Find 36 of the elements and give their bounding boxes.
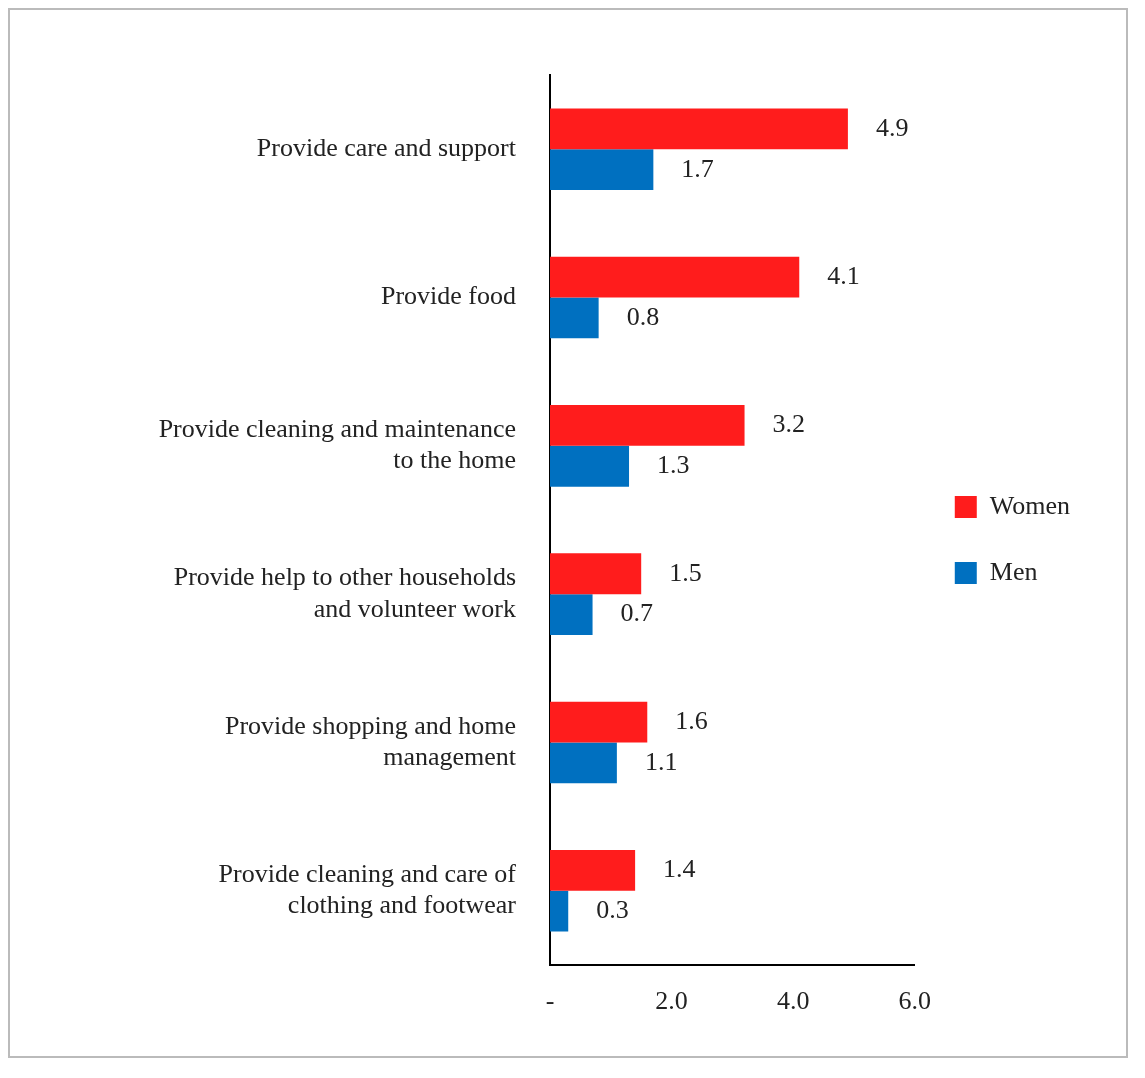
legend-label: Women <box>989 490 1071 520</box>
data-label: 1.7 <box>681 153 714 183</box>
data-label: 1.4 <box>663 854 696 884</box>
bar <box>550 553 642 595</box>
bar <box>550 890 569 932</box>
data-label: 0.8 <box>626 301 660 331</box>
data-label: 3.2 <box>772 409 806 439</box>
y-tick-label: Provide shopping and home management <box>224 710 517 771</box>
data-label: 1.3 <box>657 450 690 480</box>
x-tick-label: 4.0 <box>776 986 810 1016</box>
data-label: 1.6 <box>675 705 708 735</box>
y-tick-label: Provide food <box>380 281 516 311</box>
bar <box>550 108 848 150</box>
x-tick-label: 2.0 <box>655 986 688 1016</box>
y-tick-label: Provide care and support <box>256 133 517 163</box>
x-tick-label: - <box>545 986 555 1016</box>
bar <box>550 405 745 446</box>
data-label: 1.5 <box>669 557 702 587</box>
y-tick-label: Provide help to other households and volunteer work <box>173 562 516 623</box>
data-label: 0.3 <box>596 894 629 924</box>
bar <box>550 701 648 743</box>
legend-label: Men <box>989 556 1038 586</box>
y-tick-label: Provide cleaning and care of clothing and footwear <box>218 858 517 920</box>
data-label: 0.7 <box>620 598 654 628</box>
data-label: 4.9 <box>875 112 909 142</box>
bar <box>550 445 630 487</box>
data-label: 4.1 <box>827 261 860 291</box>
x-tick-label: 6.0 <box>898 986 932 1016</box>
bar <box>550 256 800 298</box>
bar <box>550 297 599 339</box>
bar <box>550 849 636 891</box>
bar <box>550 594 593 635</box>
bar <box>550 742 617 784</box>
bar <box>550 149 654 191</box>
data-label: 1.1 <box>644 746 678 776</box>
y-tick-label: Provide cleaning and maintenance to the home <box>158 414 516 475</box>
